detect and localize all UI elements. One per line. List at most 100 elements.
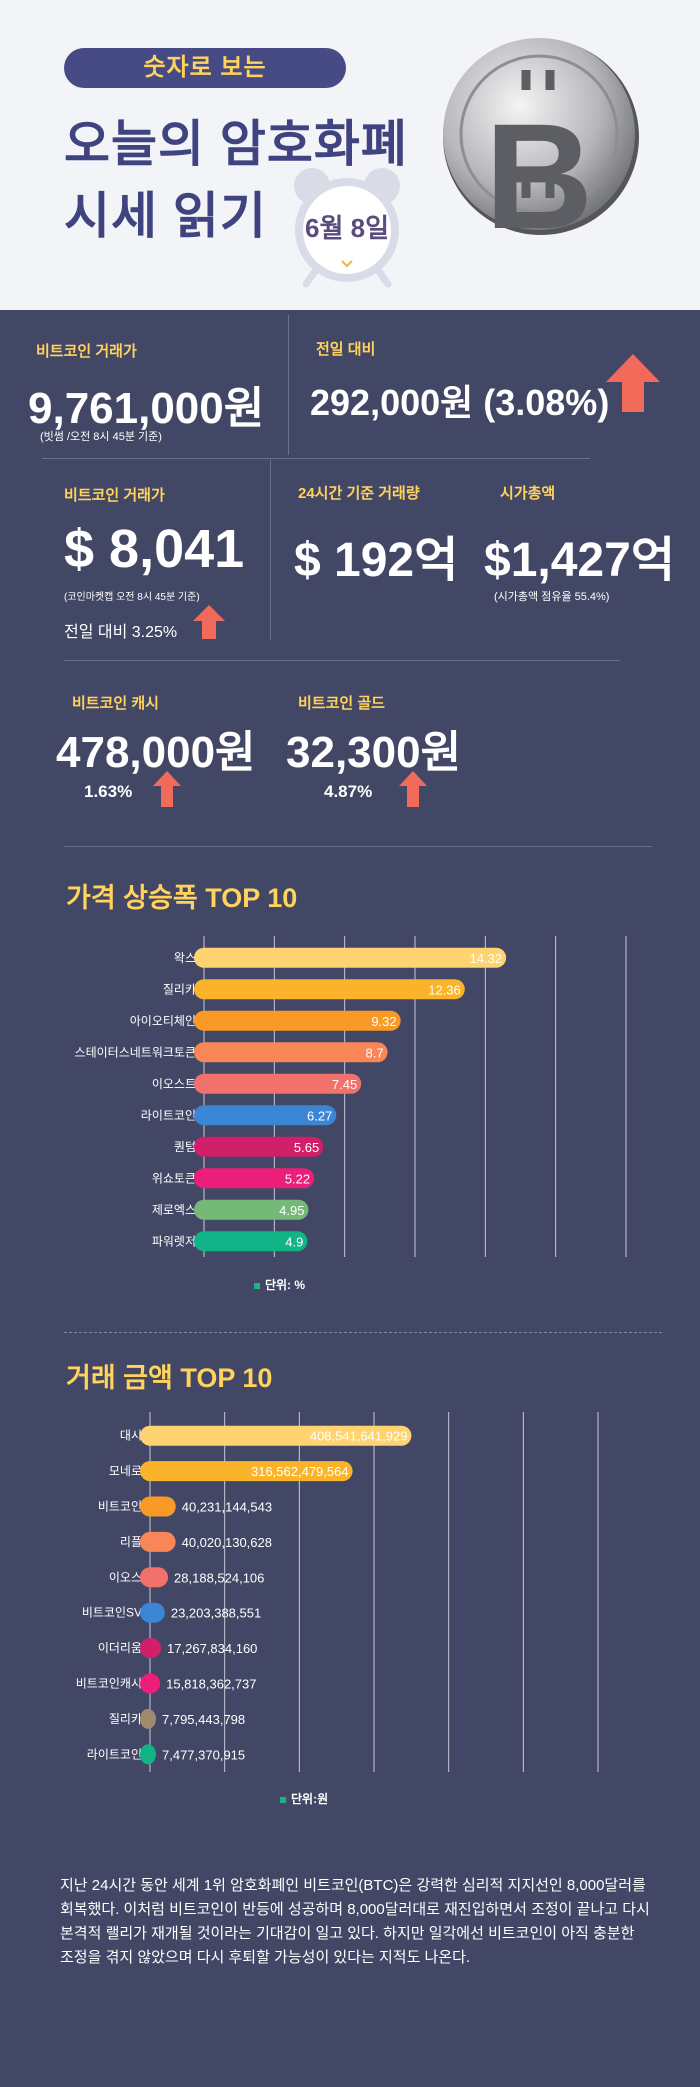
- bar: [140, 1708, 156, 1729]
- bch-label: 비트코인 캐시: [72, 695, 159, 712]
- divider: [42, 458, 590, 459]
- bar: [194, 1073, 362, 1094]
- category-label: 왁스: [174, 951, 196, 965]
- alarm-clock-icon: [294, 168, 400, 288]
- bar: [194, 979, 465, 1000]
- bar: [194, 947, 507, 968]
- page-title-line2: 시세 읽기: [64, 188, 267, 244]
- bar: [140, 1425, 412, 1446]
- bar: [140, 1531, 176, 1552]
- bitcoin-symbol: B: [485, 92, 593, 240]
- market-cap-value: $1,427억: [484, 534, 675, 587]
- chart1-unit: 단위: %: [254, 1276, 305, 1293]
- chart1-unit-label: 단위: %: [265, 1278, 306, 1292]
- value-label: 12.36: [428, 982, 461, 997]
- category-label: 이오스: [109, 1570, 142, 1584]
- up-arrow-icon: [399, 771, 427, 807]
- category-label: 비트코인: [98, 1500, 142, 1514]
- category-label: 제로엑스: [152, 1203, 196, 1217]
- volume-value: $ 192억: [294, 534, 459, 587]
- value-label: 7,795,443,798: [162, 1712, 245, 1727]
- btc-usd-note: (코인마켓캡 오전 8시 45분 기준): [64, 592, 200, 603]
- legend-swatch: [254, 1282, 260, 1289]
- price-gain-chart: 왁스 14.32 질리카 12.36 아이오티체인 9.32 스테이터스네트워크토큰 8.7 이…: [75, 936, 627, 1257]
- category-label: 질리카: [163, 982, 196, 996]
- divider: [64, 1332, 662, 1333]
- bar: [194, 1010, 401, 1031]
- volume-label: 24시간 기준 거래량: [298, 485, 420, 502]
- category-label: 비트코인SV: [82, 1606, 142, 1620]
- divider: [64, 660, 620, 661]
- value-label: 7,477,370,915: [162, 1747, 245, 1762]
- bar: [194, 1105, 337, 1126]
- bar: [140, 1567, 169, 1588]
- value-label: 23,203,388,551: [171, 1606, 261, 1621]
- bar: [194, 1042, 388, 1063]
- btc-krw-label: 비트코인 거래가: [36, 343, 137, 360]
- value-label: 4.9: [285, 1234, 303, 1249]
- category-label: 이더리움: [98, 1641, 142, 1655]
- btg-value: 32,300원: [286, 728, 462, 777]
- market-cap-note: (시가총액 점유율 55.4%): [494, 591, 610, 603]
- trade-volume-chart: 대시 408,541,641,929 모네로 316,562,479,564 비트코인 4…: [76, 1412, 599, 1772]
- value-label: 17,267,834,160: [167, 1641, 257, 1656]
- market-cap-label: 시가총액: [500, 485, 556, 502]
- value-label: 28,188,524,106: [174, 1570, 264, 1585]
- chart2-title: 거래 금액 TOP 10: [66, 1363, 273, 1393]
- chart2-unit-label: 단위:원: [291, 1792, 329, 1806]
- page-title-line1: 오늘의 암호화폐: [64, 116, 408, 172]
- value-label: 40,020,130,628: [182, 1535, 272, 1550]
- btc-change-value: 292,000원 (3.08%): [310, 382, 610, 423]
- bar: [194, 1168, 315, 1189]
- value-label: 14.32: [470, 951, 503, 966]
- category-label: 스테이터스네트워크토큰: [75, 1045, 196, 1059]
- up-arrow-icon: [606, 354, 660, 412]
- category-label: 대시: [120, 1429, 142, 1443]
- category-label: 비트코인캐시: [76, 1677, 142, 1691]
- category-label: 라이트코인: [141, 1108, 196, 1122]
- bar: [140, 1496, 176, 1517]
- bar: [194, 1231, 308, 1252]
- category-label: 파워렛저: [152, 1234, 196, 1248]
- value-label: 9.32: [371, 1014, 396, 1029]
- bch-value: 478,000원: [56, 728, 256, 777]
- date-label: 6월 8일: [305, 213, 389, 243]
- btc-change-label: 전일 대비: [316, 341, 376, 358]
- btc-usd-change: 전일 대비 3.25%: [64, 624, 178, 641]
- legend-swatch: [280, 1796, 286, 1803]
- btg-change: 4.87%: [324, 782, 373, 801]
- value-label: 40,231,144,543: [182, 1500, 272, 1515]
- bitcoin-coin-icon: B: [443, 38, 639, 240]
- value-label: 7.45: [332, 1077, 357, 1092]
- category-label: 라이트코인: [87, 1747, 142, 1761]
- value-label: 5.22: [285, 1171, 310, 1186]
- up-arrow-icon: [153, 771, 181, 807]
- header: 숫자로 보는 오늘의 암호화폐 시세 읽기 6월 8일 B: [0, 0, 700, 310]
- btg-label: 비트코인 골드: [298, 695, 385, 712]
- bar: [140, 1673, 161, 1694]
- header-pill: 숫자로 보는: [64, 48, 346, 88]
- bar: [140, 1602, 165, 1623]
- btc-usd-value: $ 8,041: [64, 519, 245, 579]
- bar: [194, 1136, 324, 1157]
- divider: [270, 460, 271, 640]
- value-label: 316,562,479,564: [251, 1464, 349, 1479]
- category-label: 질리카: [109, 1712, 142, 1726]
- btc-krw-note: (빗썸 /오전 8시 45분 기준): [40, 431, 162, 443]
- chart2-unit: 단위:원: [280, 1790, 328, 1807]
- bar: [194, 1199, 309, 1220]
- category-label: 퀀텀: [174, 1140, 196, 1154]
- bar: [140, 1744, 156, 1765]
- category-label: 리플: [120, 1535, 142, 1549]
- bar: [140, 1461, 353, 1482]
- category-label: 이오스트: [152, 1077, 196, 1091]
- divider: [288, 315, 289, 455]
- divider: [64, 846, 652, 847]
- category-label: 위쇼토큰: [152, 1171, 196, 1185]
- bch-change: 1.63%: [84, 782, 133, 801]
- up-arrow-icon: [193, 605, 225, 639]
- value-label: 8.7: [365, 1045, 383, 1060]
- value-label: 5.65: [294, 1140, 319, 1155]
- value-label: 15,818,362,737: [166, 1677, 256, 1692]
- btc-usd-label: 비트코인 거래가: [64, 487, 165, 504]
